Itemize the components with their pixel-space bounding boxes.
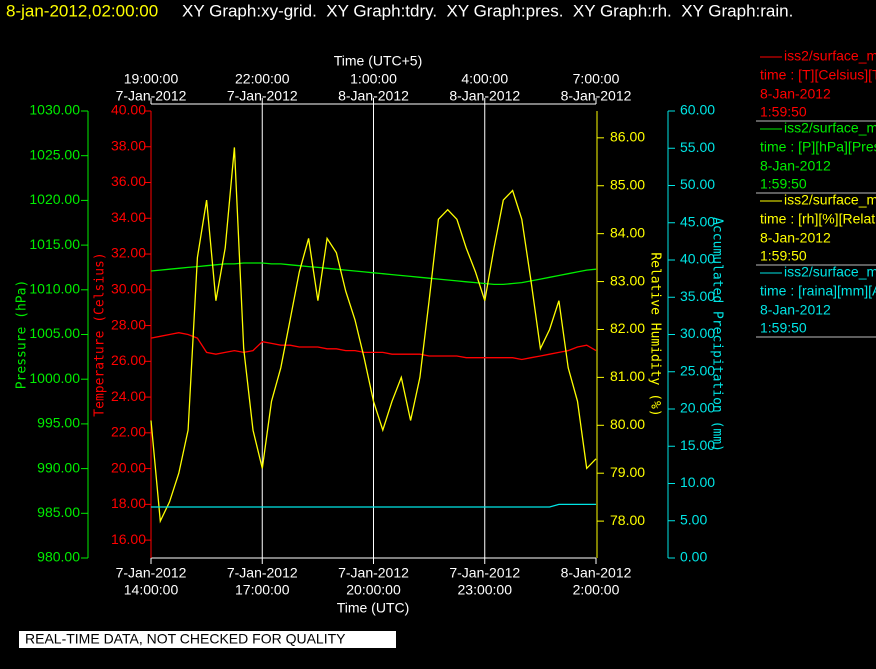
legend-field: time : [P][hPa][Pres bbox=[760, 139, 876, 155]
y-tick-label: 1000.00 bbox=[29, 370, 80, 386]
y-tick-label: 24.00 bbox=[111, 388, 146, 404]
y-tick-label: 20.00 bbox=[680, 400, 715, 416]
y-tick-label: 34.00 bbox=[111, 209, 146, 225]
y-axis-title: Temperature (Celsius) bbox=[93, 252, 108, 416]
y-tick-label: 10.00 bbox=[680, 474, 715, 490]
footnote-box bbox=[19, 631, 396, 648]
x-tick-label: 7-Jan-2012 bbox=[116, 565, 187, 581]
y-tick-label: 85.00 bbox=[610, 176, 645, 192]
y-tick-label: 30.00 bbox=[680, 325, 715, 341]
y-tick-label: 22.00 bbox=[111, 424, 146, 440]
y-tick-label: 81.00 bbox=[610, 368, 645, 384]
y-tick-label: 990.00 bbox=[37, 459, 80, 475]
y-tick-label: 35.00 bbox=[680, 288, 715, 304]
y-axis-title: Relative Humidity (%) bbox=[648, 252, 663, 416]
y-tick-label: 1015.00 bbox=[29, 236, 80, 252]
legend-name: iss2/surface_me bbox=[784, 192, 876, 208]
y-tick-label: 80.00 bbox=[610, 416, 645, 432]
legend-date: 8-Jan-2012 bbox=[760, 158, 831, 174]
x-tick-label: 7-Jan-2012 bbox=[227, 565, 298, 581]
x-tick-label: 7-Jan-2012 bbox=[338, 565, 409, 581]
legend-field: time : [T][Celsius][T bbox=[760, 67, 876, 83]
y-tick-label: 82.00 bbox=[610, 320, 645, 336]
legend-time: 1:59:50 bbox=[760, 104, 807, 120]
x2-tick-label: 8-Jan-2012 bbox=[561, 88, 632, 104]
y-tick-label: 28.00 bbox=[111, 316, 146, 332]
x2-tick-label: 4:00:00 bbox=[461, 71, 508, 87]
x-tick-label: 8-Jan-2012 bbox=[561, 565, 632, 581]
y-tick-label: 45.00 bbox=[680, 213, 715, 229]
series-line bbox=[150, 262, 597, 286]
x2-tick-label: 8-Jan-2012 bbox=[338, 88, 409, 104]
y-tick-label: 15.00 bbox=[680, 437, 715, 453]
y-tick-label: 1030.00 bbox=[29, 102, 80, 118]
legend-name: iss2/surface_me bbox=[784, 264, 876, 280]
y-tick-label: 995.00 bbox=[37, 415, 80, 431]
series-line bbox=[151, 503, 596, 508]
y-tick-label: 25.00 bbox=[680, 362, 715, 378]
x-tick-label: 14:00:00 bbox=[124, 582, 179, 598]
series-line bbox=[150, 147, 597, 524]
y-tick-label: 83.00 bbox=[610, 272, 645, 288]
y-tick-label: 1010.00 bbox=[29, 281, 80, 297]
legend-name: iss2/surface_me bbox=[784, 48, 876, 64]
y-tick-label: 55.00 bbox=[680, 139, 715, 155]
legend-date: 8-Jan-2012 bbox=[760, 230, 831, 246]
x-axis-title: Time (UTC) bbox=[337, 600, 410, 616]
legend-field: time : [rh][%][Relati bbox=[760, 211, 876, 227]
x2-tick-label: 19:00:00 bbox=[124, 71, 179, 87]
y-tick-label: 86.00 bbox=[610, 129, 645, 145]
y-tick-label: 40.00 bbox=[680, 251, 715, 267]
y-axis-title: Accumulated Precipitation (mm) bbox=[710, 217, 725, 452]
legend-time: 1:59:50 bbox=[760, 248, 807, 264]
y-tick-label: 78.00 bbox=[610, 512, 645, 528]
footnote: REAL-TIME DATA, NOT CHECKED FOR QUALITY bbox=[25, 631, 346, 647]
y-tick-label: 32.00 bbox=[111, 245, 146, 261]
x-tick-label: 20:00:00 bbox=[346, 582, 401, 598]
y-tick-label: 40.00 bbox=[111, 102, 146, 118]
legend-field: time : [raina][mm][A bbox=[760, 283, 876, 299]
x2-tick-label: 22:00:00 bbox=[235, 71, 290, 87]
y-tick-label: 26.00 bbox=[111, 352, 146, 368]
x2-tick-label: 7:00:00 bbox=[573, 71, 620, 87]
x-tick-label: 23:00:00 bbox=[458, 582, 513, 598]
x2-axis-title: Time (UTC+5) bbox=[334, 53, 423, 69]
y-tick-label: 20.00 bbox=[111, 459, 146, 475]
y-tick-label: 0.00 bbox=[680, 549, 707, 565]
legend-time: 1:59:50 bbox=[760, 176, 807, 192]
x-tick-label: 17:00:00 bbox=[235, 582, 290, 598]
y-tick-label: 980.00 bbox=[37, 549, 80, 565]
x-tick-label: 2:00:00 bbox=[573, 582, 620, 598]
y-tick-label: 18.00 bbox=[111, 495, 146, 511]
series-line bbox=[150, 332, 597, 361]
y-tick-label: 5.00 bbox=[680, 511, 707, 527]
legend-name: iss2/surface_me bbox=[784, 120, 876, 136]
y-tick-label: 985.00 bbox=[37, 504, 80, 520]
y-tick-label: 60.00 bbox=[680, 102, 715, 118]
y-tick-label: 30.00 bbox=[111, 281, 146, 297]
legend-date: 8-Jan-2012 bbox=[760, 302, 831, 318]
chart-subtitle: XY Graph:xy-grid. XY Graph:tdry. XY Grap… bbox=[182, 1, 793, 20]
legend-time: 1:59:50 bbox=[760, 320, 807, 336]
y-tick-label: 79.00 bbox=[610, 464, 645, 480]
y-tick-label: 84.00 bbox=[610, 224, 645, 240]
x2-tick-label: 1:00:00 bbox=[350, 71, 397, 87]
y-tick-label: 36.00 bbox=[111, 173, 146, 189]
y-tick-label: 1005.00 bbox=[29, 325, 80, 341]
y-tick-label: 1020.00 bbox=[29, 191, 80, 207]
x2-tick-label: 7-Jan-2012 bbox=[227, 88, 298, 104]
y-tick-label: 50.00 bbox=[680, 176, 715, 192]
y-tick-label: 38.00 bbox=[111, 137, 146, 153]
legend-date: 8-Jan-2012 bbox=[760, 86, 831, 102]
x2-tick-label: 8-Jan-2012 bbox=[449, 88, 520, 104]
y-tick-label: 1025.00 bbox=[29, 146, 80, 162]
x2-tick-label: 7-Jan-2012 bbox=[116, 88, 187, 104]
y-axis-title: Pressure (hPa) bbox=[15, 280, 30, 390]
x-tick-label: 7-Jan-2012 bbox=[449, 565, 520, 581]
chart-title: 8-jan-2012,02:00:00 bbox=[6, 1, 158, 20]
y-tick-label: 16.00 bbox=[111, 531, 146, 547]
